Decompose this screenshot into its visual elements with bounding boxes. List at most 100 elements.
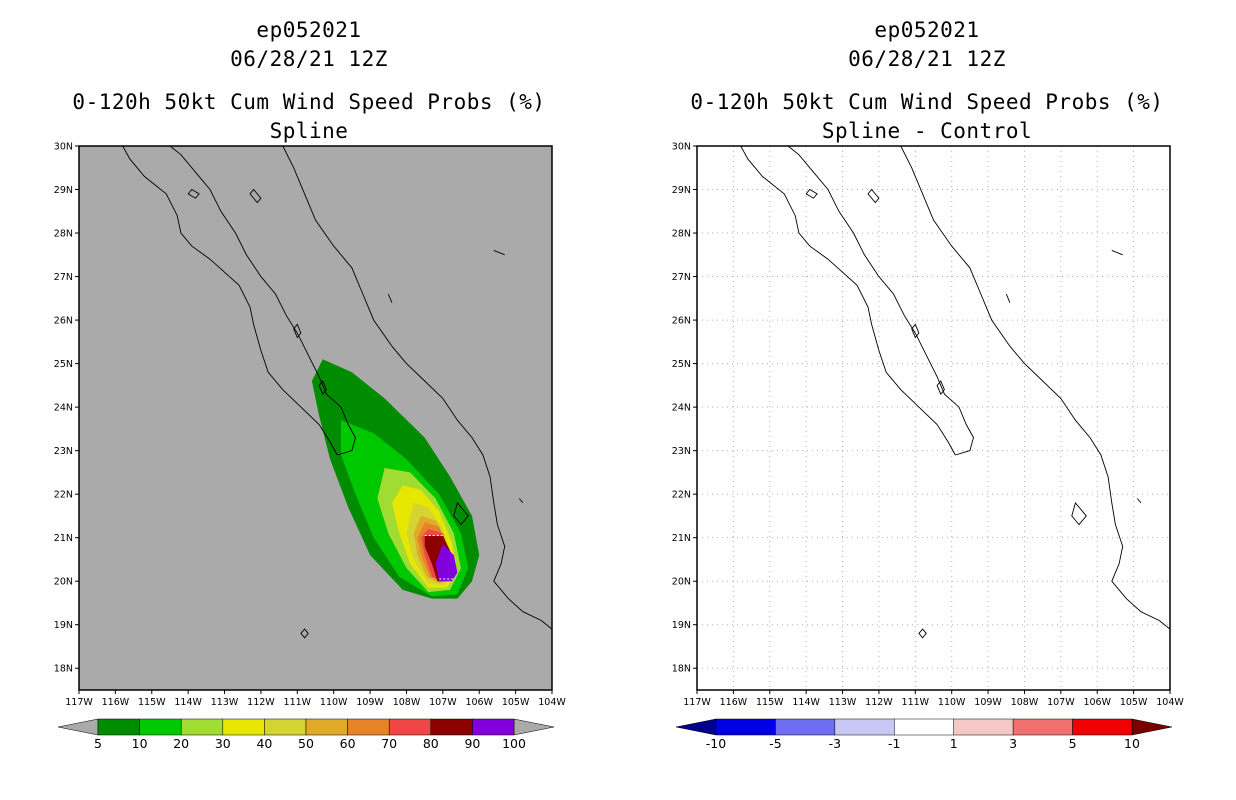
probability-contour <box>435 544 458 582</box>
lon-label: 110W <box>320 697 348 708</box>
coastline <box>740 145 956 456</box>
map-spline: 30N 29N 28N 27N 26N 25N 24N 23N 22N 21N 20N 19N 18N 1… <box>54 142 567 752</box>
lat-label: 23N <box>672 446 691 457</box>
colorbar-label: 70 <box>381 736 397 751</box>
lon-label: 115W <box>138 697 166 708</box>
coastline <box>122 145 338 456</box>
lon-label: 111W <box>284 697 312 708</box>
colorbar-label: 90 <box>464 736 480 751</box>
lat-label: 26N <box>672 316 691 327</box>
lon-label: 104W <box>538 697 566 708</box>
island <box>805 188 818 199</box>
lat-label: 25N <box>672 359 691 370</box>
lat-label: 27N <box>672 272 691 283</box>
island <box>918 628 927 639</box>
colorbar-box <box>264 718 307 736</box>
island <box>936 380 945 395</box>
lon-label: 108W <box>1011 697 1039 708</box>
datetime: 06/28/21 12Z <box>848 47 1006 71</box>
lon-label: 106W <box>465 697 493 708</box>
coastline <box>282 145 553 630</box>
island <box>1136 498 1142 504</box>
lon-label: 110W <box>938 697 966 708</box>
colorbar-box <box>430 718 473 736</box>
colorbar-box <box>715 718 776 736</box>
colorbar-box <box>472 718 515 736</box>
lat-label: 20N <box>54 577 73 588</box>
island <box>318 380 327 395</box>
lon-label: 106W <box>1083 697 1111 708</box>
lat-label: 30N <box>672 142 691 153</box>
panel-spline: ep052021 06/28/21 12Z 0-120h 50kt Cum Wi… <box>54 18 567 752</box>
colorbar-high-arrow <box>1131 718 1173 736</box>
colorbar-label: 10 <box>1124 736 1140 751</box>
island <box>1111 249 1123 256</box>
colorbar-box <box>222 718 265 736</box>
island <box>518 498 524 504</box>
coastlines <box>122 145 553 639</box>
lat-label: 26N <box>54 316 73 327</box>
colorbar-box <box>347 718 390 736</box>
lon-label: 113W <box>211 697 239 708</box>
lon-label: 116W <box>102 697 130 708</box>
plot-background <box>697 146 1170 690</box>
colorbar-label: 30 <box>215 736 231 751</box>
lat-label: 22N <box>54 490 73 501</box>
lon-label: 117W <box>65 697 93 708</box>
lon-label: 104W <box>1156 697 1184 708</box>
lat-label: 30N <box>54 142 73 153</box>
colorbar: 5 10 20 30 40 50 60 70 80 90 100 <box>57 718 555 751</box>
colorbar-label: 40 <box>256 736 272 751</box>
probability-contours <box>311 359 480 599</box>
lat-label: 24N <box>54 403 73 414</box>
coastlines <box>740 145 1171 639</box>
lon-label: 105W <box>1120 697 1148 708</box>
lat-label: 27N <box>54 272 73 283</box>
lon-label: 113W <box>829 697 857 708</box>
colorbar-box <box>953 718 1014 736</box>
lon-label: 116W <box>720 697 748 708</box>
colorbar-box <box>1012 718 1073 736</box>
colorbar: -10 -5 -3 -1 1 3 5 10 <box>675 718 1173 751</box>
colorbar-label: -3 <box>829 736 841 751</box>
island <box>867 188 880 204</box>
lat-label: 21N <box>672 533 691 544</box>
lat-label: 18N <box>672 664 691 675</box>
storm-id: ep052021 <box>256 18 362 42</box>
colorbar-label: 100 <box>502 736 526 751</box>
island <box>1005 293 1011 303</box>
lat-label: 22N <box>672 490 691 501</box>
lon-label: 114W <box>792 697 820 708</box>
colorbar-label: 80 <box>423 736 439 751</box>
lat-label: 28N <box>672 229 691 240</box>
colorbar-label: 50 <box>298 736 314 751</box>
subtitle: Spline <box>269 119 349 143</box>
subtitle: Spline - Control <box>821 119 1033 143</box>
map-spline-minus-control: 30N 29N 28N 27N 26N 25N 24N 23N 22N 21N 20N 19N 18N 1… <box>672 142 1185 752</box>
lon-label: 111W <box>902 697 930 708</box>
colorbar-label: 3 <box>1009 736 1017 751</box>
colorbar-box <box>894 718 954 736</box>
colorbar-box <box>97 718 140 736</box>
island <box>453 501 469 526</box>
colorbar-low-arrow <box>675 718 717 736</box>
island <box>300 628 309 639</box>
lat-label: 20N <box>672 577 691 588</box>
lat-label: 19N <box>54 620 73 631</box>
lon-label: 114W <box>174 697 202 708</box>
lat-label: 21N <box>54 533 73 544</box>
colorbar-low-arrow <box>57 718 99 736</box>
lon-label: 109W <box>356 697 384 708</box>
colorbar-label: -5 <box>769 736 781 751</box>
coastline <box>787 145 974 456</box>
colorbar-label: 5 <box>94 736 102 751</box>
lon-label: 107W <box>429 697 457 708</box>
colorbar-box <box>834 718 895 736</box>
lat-label: 29N <box>672 185 691 196</box>
colorbar-box <box>388 718 432 736</box>
island <box>249 188 262 204</box>
product-title: 0-120h 50kt Cum Wind Speed Probs (%) <box>690 90 1164 114</box>
lon-label: 107W <box>1047 697 1075 708</box>
lon-label: 117W <box>683 697 711 708</box>
plot-background <box>79 146 552 690</box>
